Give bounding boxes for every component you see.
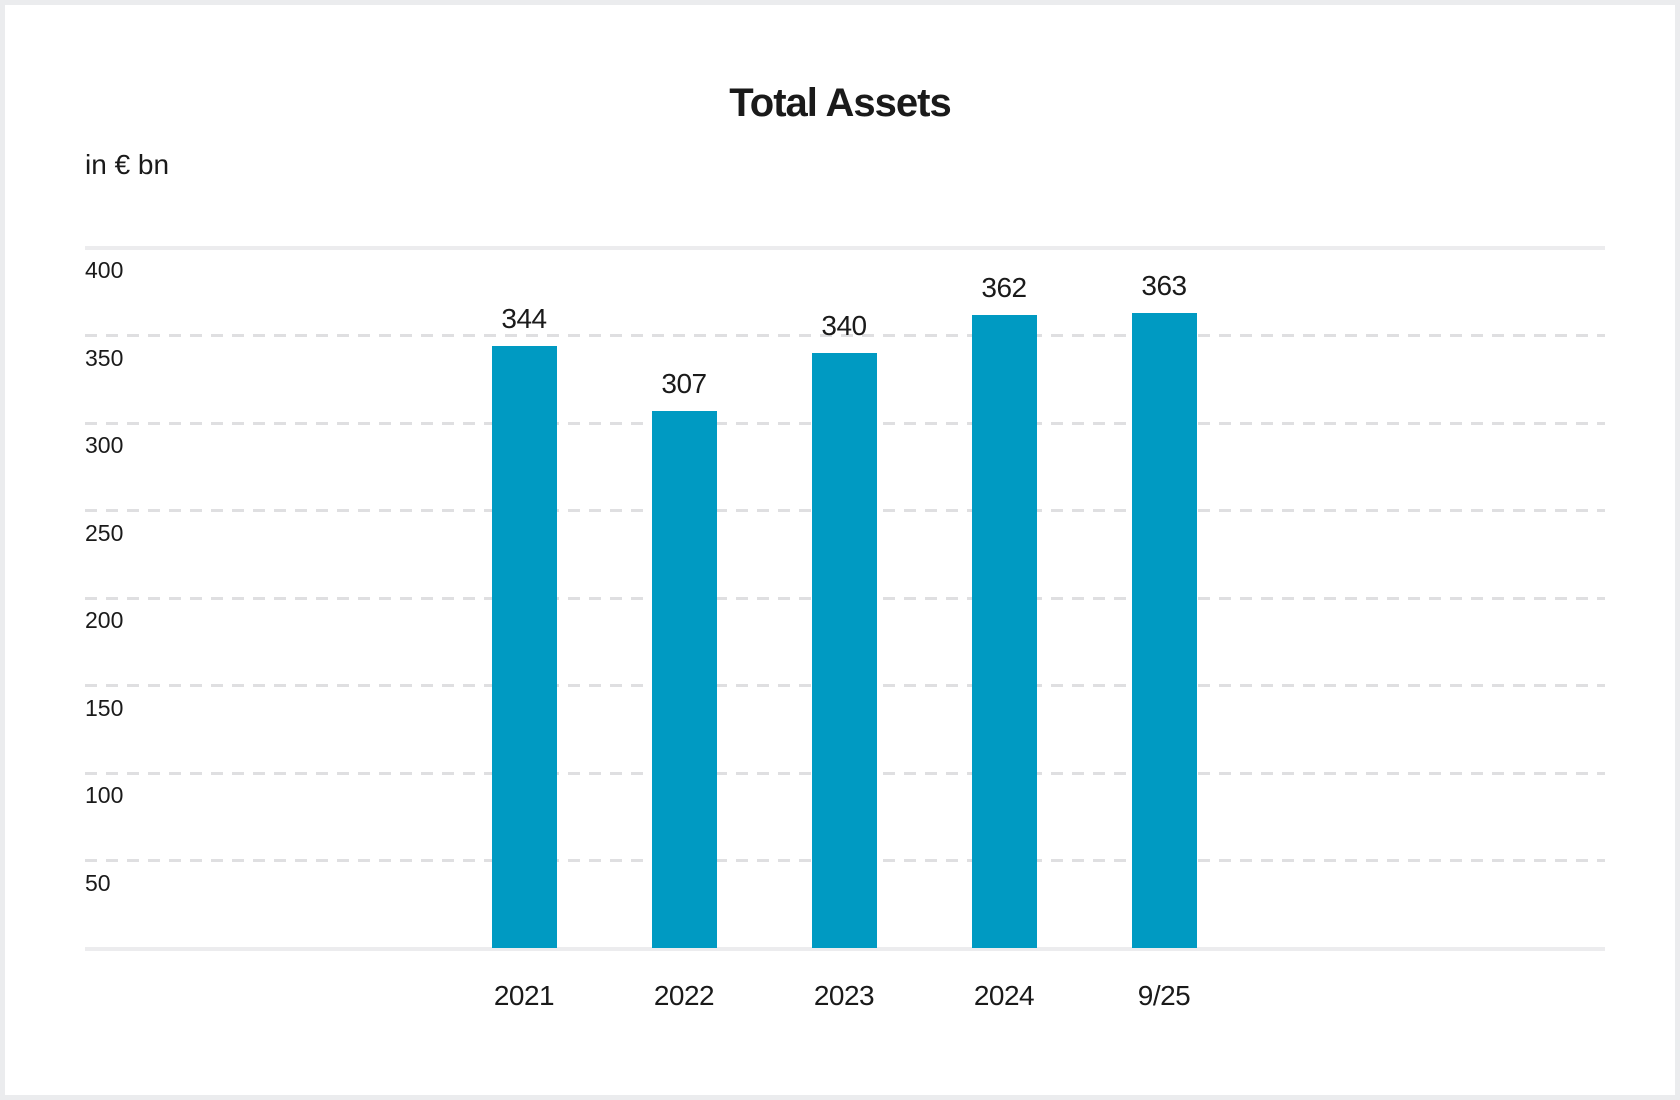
bar-value-label-2022: 307 — [661, 367, 707, 399]
bar-value-label-2021: 344 — [501, 303, 547, 334]
bar-2022 — [651, 410, 717, 948]
y-tick-label-400: 400 — [85, 257, 124, 283]
y-tick-label-250: 250 — [85, 519, 124, 546]
y-tick-label-300: 300 — [85, 432, 124, 458]
y-tick-label-50: 50 — [85, 869, 111, 896]
bar-value-label-2024: 362 — [981, 271, 1027, 303]
x-axis-label-2024: 2024 — [973, 980, 1035, 1011]
gridline-350 — [85, 334, 1605, 337]
x-axis-label-2022: 2022 — [653, 980, 715, 1011]
x-axis-baseline — [85, 947, 1605, 951]
y-axis-unit-label: in € bn — [85, 149, 170, 180]
bar-9/25 — [1131, 312, 1197, 948]
x-axis-label-2021: 2021 — [493, 980, 555, 1011]
y-tick-label-350: 350 — [85, 344, 124, 371]
chart-title: Total Assets — [729, 81, 951, 125]
bar-2021 — [491, 346, 557, 948]
x-axis-label-2023: 2023 — [813, 980, 875, 1011]
bar-2023 — [811, 353, 877, 948]
y-tick-label-200: 200 — [85, 607, 124, 633]
y-tick-label-100: 100 — [85, 782, 124, 808]
gridline-400 — [85, 246, 1605, 250]
y-tick-label-150: 150 — [85, 694, 124, 721]
bar-value-label-9/25: 363 — [1141, 269, 1187, 301]
bar-2024 — [971, 314, 1037, 948]
x-axis-label-9/25: 9/25 — [1137, 980, 1191, 1011]
bar-value-label-2023: 340 — [821, 310, 867, 341]
